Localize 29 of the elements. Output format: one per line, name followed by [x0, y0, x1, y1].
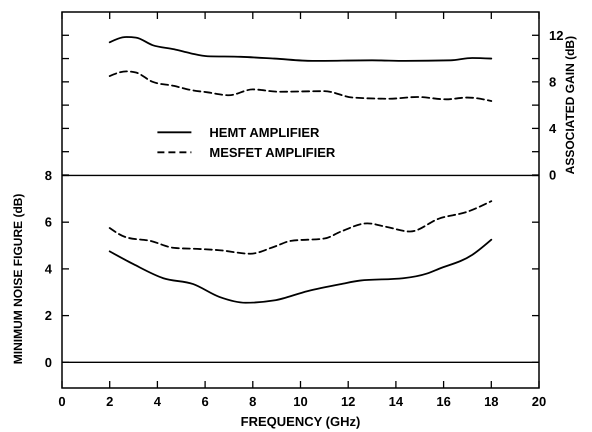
y2-axis-title: ASSOCIATED GAIN (dB) [563, 36, 577, 174]
x-tick-label: 6 [201, 394, 209, 409]
x-axis-title: FREQUENCY (GHz) [240, 414, 360, 429]
x-tick-label: 10 [293, 394, 308, 409]
y-tick-label: 4 [44, 261, 53, 276]
y2-tick-label: 0 [549, 168, 556, 183]
x-tick-label: 18 [484, 394, 499, 409]
x-tick-label: 8 [249, 394, 256, 409]
y2-tick-label: 12 [549, 28, 564, 43]
x-tick-label: 16 [436, 394, 451, 409]
y-tick-label: 6 [44, 214, 52, 230]
x-tick-label: 0 [58, 394, 66, 409]
x-tick-label: 14 [388, 394, 404, 409]
legend-label: MESFET AMPLIFIER [209, 144, 336, 160]
line-series [108, 200, 492, 255]
x-tick-label: 20 [532, 394, 546, 409]
y-tick-label: 2 [44, 308, 52, 324]
y-axis-title: MINIMUM NOISE FIGURE (dB) [11, 194, 25, 364]
line-series [108, 36, 492, 62]
legend-label: HEMT AMPLIFIER [209, 124, 320, 140]
line-series [108, 238, 492, 304]
y-tick-label: 8 [44, 168, 52, 184]
x-tick-label: 12 [340, 394, 356, 409]
line-series [108, 70, 492, 102]
x-tick-label: 2 [106, 394, 114, 409]
y2-tick-label: 4 [549, 120, 557, 136]
y2-tick-label: 8 [549, 74, 556, 90]
x-tick-label: 4 [154, 394, 162, 409]
y-tick-label: 0 [44, 354, 52, 370]
